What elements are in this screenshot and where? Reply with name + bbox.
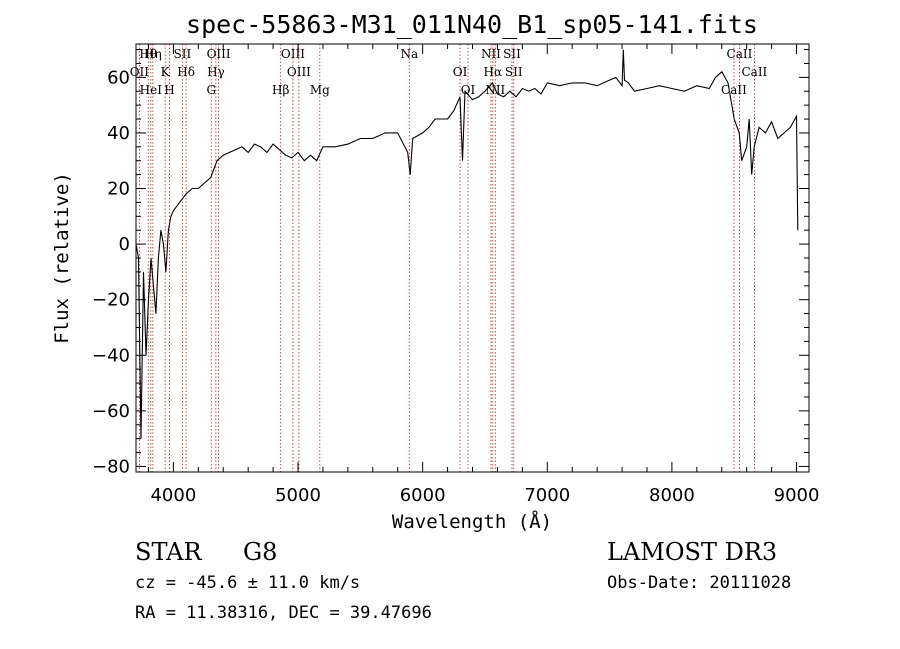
- y-tick-label: 40: [107, 123, 130, 144]
- line-label: G: [206, 83, 216, 97]
- x-tick-label: 9000: [774, 485, 820, 506]
- x-tick-label: 4000: [150, 485, 196, 506]
- observation-date: Obs-Date: 20111028: [607, 573, 792, 593]
- line-label: SII: [505, 65, 523, 79]
- y-tick-label: −20: [92, 290, 130, 311]
- chart-title: spec-55863-M31_011N40_B1_sp05-141.fits: [186, 10, 758, 39]
- line-label: OIII: [287, 65, 311, 79]
- plot-frame: [135, 43, 810, 473]
- line-label: SII: [174, 47, 192, 61]
- line-label: OI: [453, 65, 468, 79]
- line-label: Na: [400, 47, 418, 61]
- y-tick-label: 0: [119, 234, 130, 255]
- y-tick-label: −60: [92, 401, 130, 422]
- line-label: H: [164, 83, 174, 97]
- x-tick-label: 5000: [275, 485, 321, 506]
- emission-line-markers: [138, 44, 755, 472]
- line-label: Mg: [310, 83, 330, 97]
- redshift-cz: cz = -45.6 ± 11.0 km/s: [135, 573, 361, 593]
- line-label: Hγ: [207, 65, 225, 79]
- line-label: NII: [481, 47, 501, 61]
- x-tick-label: 6000: [400, 485, 446, 506]
- object-class: STAR: [135, 538, 202, 566]
- object-subclass: G8: [243, 538, 278, 566]
- x-axis-label: Wavelength (Å): [392, 510, 552, 533]
- emission-line-labels: Hθ OII HeI Hη KH SII Hδ G OIII Hγ Hβ OIII OIII Mg Na OI…: [130, 47, 768, 97]
- ra-dec-coordinates: RA = 11.38316, DEC = 39.47696: [135, 603, 432, 623]
- survey-name: LAMOST DR3: [607, 538, 778, 566]
- x-tick-label: 7000: [524, 485, 570, 506]
- line-label: K: [161, 65, 171, 79]
- y-axis-label: Flux (relative): [51, 172, 73, 344]
- line-label: CaII: [727, 47, 753, 61]
- flux-series-line: [135, 49, 799, 439]
- line-label: HeI: [140, 83, 163, 97]
- line-label: Hδ: [177, 65, 195, 79]
- line-label: CaII: [721, 83, 747, 97]
- line-label: Hα: [484, 65, 503, 79]
- line-label: OIII: [207, 47, 231, 61]
- y-tick-label: −40: [92, 345, 130, 366]
- y-tick-label: 60: [107, 67, 130, 88]
- line-label: OIII: [281, 47, 305, 61]
- x-axis-ticks: 4000 5000 6000 7000 8000 9000: [147, 44, 820, 506]
- line-label: CaII: [741, 65, 767, 79]
- y-tick-label: −80: [92, 456, 130, 477]
- y-tick-label: 20: [107, 179, 130, 200]
- y-axis-ticks: −80 −60 −40 −20 0 20 40 60: [92, 49, 809, 477]
- x-tick-label: 8000: [649, 485, 695, 506]
- line-label: Hη: [144, 47, 162, 61]
- line-label: SII: [503, 47, 521, 61]
- line-label: Hθ: [139, 47, 157, 61]
- line-label: Hβ: [272, 83, 289, 97]
- line-label: OII: [130, 65, 150, 79]
